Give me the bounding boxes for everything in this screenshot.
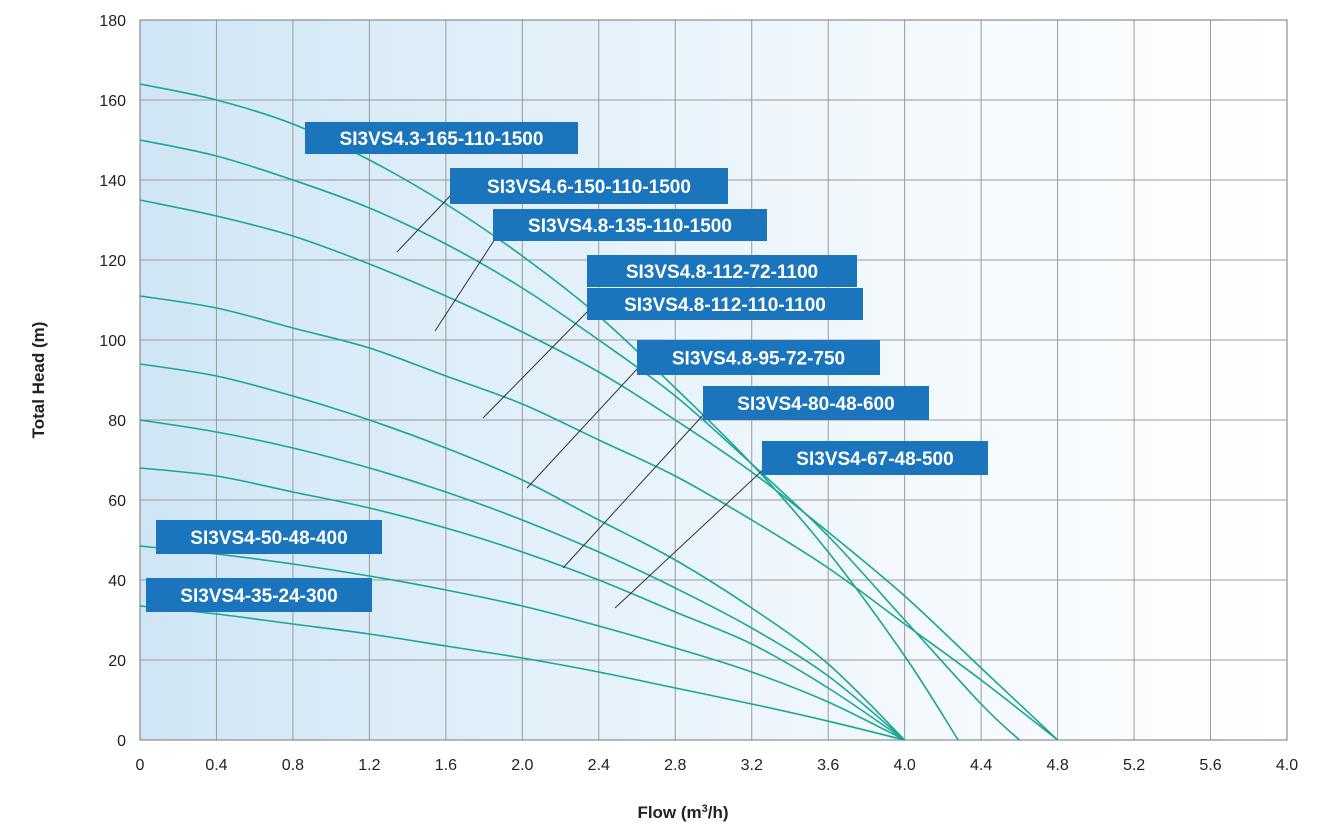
leader-line	[526, 367, 639, 489]
series-label: SI3VS4.6-150-110-1500	[487, 177, 691, 198]
x-tick-label: 5.2	[1123, 757, 1145, 774]
series-label: SI3VS4.8-95-72-750	[672, 349, 845, 370]
leader-line	[562, 412, 706, 569]
x-tick-label: 1.6	[435, 757, 457, 774]
series-label-box	[156, 520, 382, 554]
y-tick-label: 40	[108, 573, 126, 590]
y-tick-labels: 0 20 40 60 80 100 120 140 160 180	[99, 13, 126, 750]
series-label: SI3VS4.8-112-110-1100	[624, 295, 826, 316]
y-tick-label: 60	[108, 493, 126, 510]
series-label-box	[305, 122, 578, 154]
y-tick-label: 20	[108, 653, 126, 670]
x-tick-label: 4.0	[1276, 757, 1298, 774]
x-tick-label: 1.2	[358, 757, 380, 774]
series-label: SI3VS4.8-112-72-1100	[626, 262, 818, 283]
series-line	[139, 139, 1020, 741]
x-tick-label: 2.0	[511, 757, 533, 774]
curves	[139, 83, 1059, 741]
x-tick-label: 4.0	[894, 757, 916, 774]
series-label-box	[493, 209, 767, 241]
series-label: SI3VS4.8-135-110-1500	[528, 216, 732, 237]
y-tick-label: 100	[99, 333, 126, 350]
x-tick-label: 0.8	[282, 757, 304, 774]
series-line	[139, 419, 906, 741]
leader-line	[396, 194, 452, 253]
x-tick-label: 5.6	[1199, 757, 1221, 774]
y-tick-label: 140	[99, 173, 126, 190]
series-line	[139, 363, 906, 741]
series-label: SI3VS4-67-48-500	[796, 449, 953, 470]
x-tick-label: 3.6	[817, 757, 839, 774]
x-axis-title: Flow (m3/h)	[637, 803, 728, 822]
series-label-box	[637, 340, 880, 375]
series-label-box	[146, 578, 372, 612]
y-tick-label: 80	[108, 413, 126, 430]
plot-border	[139, 19, 1288, 741]
series-line	[139, 199, 1059, 741]
x-tick-labels: 0 0.4 0.8 1.2 1.6 2.0 2.4 2.8 3.2 3.6 4.0 4.4 4.8 5.2…	[136, 757, 1299, 774]
series-label: SI3VS4-50-48-400	[190, 528, 347, 549]
label-leaders	[396, 194, 766, 609]
series-label-box	[762, 441, 988, 475]
series-line	[139, 467, 906, 741]
leader-line	[434, 235, 498, 332]
series-label: SI3VS4.3-165-110-1500	[340, 129, 544, 150]
y-tick-label: 120	[99, 253, 126, 270]
y-axis-title: Total Head (m)	[29, 322, 48, 439]
series-label: SI3VS4-35-24-300	[180, 586, 337, 607]
y-tick-label: 180	[99, 13, 126, 30]
series-label-box	[587, 288, 863, 320]
series-line	[139, 605, 905, 741]
leader-line	[482, 309, 590, 419]
y-tick-label: 0	[117, 733, 126, 750]
series-line	[139, 295, 1059, 741]
x-tick-label: 2.8	[664, 757, 686, 774]
series-label: SI3VS4-80-48-600	[737, 394, 894, 415]
x-tick-label: 0	[136, 757, 145, 774]
series-line	[139, 545, 906, 741]
y-tick-label: 160	[99, 93, 126, 110]
x-tick-label: 2.4	[588, 757, 610, 774]
x-tick-label: 4.4	[970, 757, 992, 774]
leader-line	[614, 467, 766, 609]
x-tick-label: 4.8	[1046, 757, 1068, 774]
series-label-box	[587, 255, 857, 287]
series-label-box	[703, 386, 929, 420]
x-tick-label: 0.4	[205, 757, 227, 774]
series-labels: SI3VS4.3-165-110-1500 SI3VS4.6-150-110-15…	[146, 122, 988, 612]
x-tick-label: 3.2	[741, 757, 763, 774]
series-label-box	[450, 168, 728, 204]
